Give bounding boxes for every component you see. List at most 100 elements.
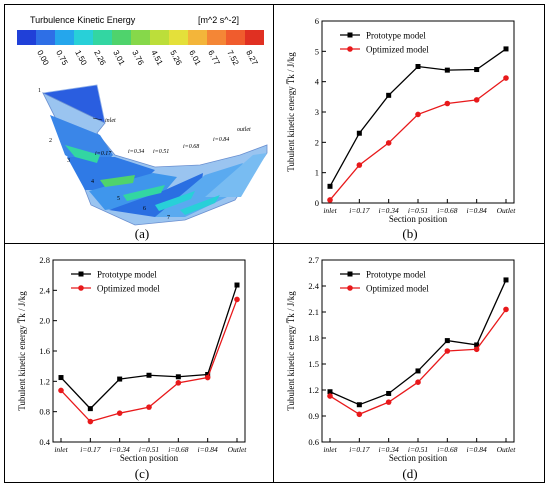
y-tick-label: 0.6 xyxy=(308,437,319,447)
y-tick-label: 4 xyxy=(315,77,320,87)
colorbar-swatch xyxy=(93,30,112,45)
x-tick-label: i=0.17 xyxy=(349,445,370,454)
data-point xyxy=(503,75,509,81)
colorbar-swatch xyxy=(55,30,74,45)
x-tick-label: i=0.68 xyxy=(437,206,458,215)
x-tick-label: i=0.84 xyxy=(198,445,219,454)
colorbar-swatch xyxy=(188,30,207,45)
panel-a: Turbulence Kinetic Energy [m^2 s^-2] 0.0… xyxy=(5,5,273,243)
colorbar-tick-label: 5.26 xyxy=(168,49,184,67)
panel-b: 0 1 2 3 4 5 6 inlet i=0.17 i=0.34 i=0.51 i=0.68 i=0.… xyxy=(274,5,544,243)
data-point xyxy=(415,368,421,374)
contour-unit: [m^2 s^-2] xyxy=(198,15,239,25)
contour-figure: Turbulence Kinetic Energy [m^2 s^-2] 0.0… xyxy=(17,15,268,226)
y-tick-label: 0.8 xyxy=(39,407,50,417)
horizontal-divider xyxy=(4,243,545,244)
data-point xyxy=(385,140,392,146)
panel-c: 0.4 0.8 1.2 1.6 2.0 2.4 2.8 inlet i=0.17 i=0.34 i=… xyxy=(5,244,273,482)
legend-label: Prototype model xyxy=(366,270,426,280)
x-tick-label: i=0.34 xyxy=(110,445,131,454)
data-point xyxy=(87,406,93,412)
y-tick-label: 1 xyxy=(315,168,319,178)
colorbar-tick-label: 6.01 xyxy=(187,49,203,67)
y-axis-label: Tubulent kinetic energy T̅k / J/kg xyxy=(17,291,27,411)
data-point xyxy=(415,379,421,385)
chart-d: 0.6 0.9 1.2 1.5 1.8 2.1 2.4 2.7 inlet i=0.17 i=0.3… xyxy=(286,255,516,463)
y-tick-label: 2 xyxy=(315,137,319,147)
data-point xyxy=(444,348,451,354)
blade-number: 6 xyxy=(143,206,146,212)
colorbar-swatch xyxy=(245,30,264,45)
x-tick-label: i=0.51 xyxy=(408,206,428,215)
y-tick-label: 6 xyxy=(315,16,319,26)
data-point xyxy=(58,387,64,394)
data-point xyxy=(415,64,421,69)
contour-colorbar xyxy=(17,30,264,45)
data-point xyxy=(117,376,123,382)
series-line xyxy=(329,48,507,187)
colorbar-tick-label: 0.75 xyxy=(54,49,70,67)
legend-marker xyxy=(78,285,84,291)
data-point xyxy=(146,372,152,378)
x-tick-label: i=0.84 xyxy=(467,206,488,215)
data-point xyxy=(327,393,333,399)
data-point xyxy=(444,67,450,73)
blade-number: 1 xyxy=(38,88,41,94)
data-point xyxy=(356,130,362,136)
section-label: i=0.34 xyxy=(128,148,144,155)
legend-label: Prototype model xyxy=(97,270,157,280)
x-axis-label: Section position xyxy=(389,214,448,224)
data-point xyxy=(327,197,333,203)
data-point xyxy=(175,374,181,380)
y-tick-label: 2.1 xyxy=(308,307,319,317)
y-tick-label: 0.9 xyxy=(308,411,319,421)
panel-label-a: (a) xyxy=(134,226,150,241)
data-point xyxy=(503,46,509,52)
outlet-label: outlet xyxy=(237,127,251,133)
y-tick-label: 5 xyxy=(315,46,319,56)
data-point xyxy=(356,162,363,168)
x-tick-label: i=0.17 xyxy=(80,445,101,454)
chart-c: 0.4 0.8 1.2 1.6 2.0 2.4 2.8 inlet i=0.17 i=0.34 i=… xyxy=(17,255,248,463)
y-tick-label: 2.0 xyxy=(39,316,50,326)
y-axis-label: Tubulent kinetic energy T̅k / J/kg xyxy=(286,291,296,411)
data-point xyxy=(473,346,480,353)
x-tick-label: inlet xyxy=(323,445,337,454)
data-point xyxy=(327,183,333,189)
colorbar-swatch xyxy=(150,30,169,45)
y-tick-label: 1.2 xyxy=(308,385,319,395)
colorbar-swatch xyxy=(17,30,36,45)
section-label: i=0.17 xyxy=(95,151,112,157)
x-tick-label: i=0.84 xyxy=(467,445,488,454)
blade-number: 7 xyxy=(167,215,170,221)
x-tick-label: i=0.68 xyxy=(168,445,189,454)
y-tick-label: 1.5 xyxy=(308,359,319,369)
series-line xyxy=(60,299,238,423)
data-point xyxy=(204,374,211,381)
y-tick-label: 2.8 xyxy=(39,255,50,265)
data-point xyxy=(415,111,421,118)
legend-label: Optimized model xyxy=(97,284,160,294)
panel-d: 0.6 0.9 1.2 1.5 1.8 2.1 2.4 2.7 inlet i=0.17 i=0.3… xyxy=(274,244,544,482)
y-tick-label: 0 xyxy=(315,198,319,208)
legend-marker xyxy=(78,271,84,277)
data-point xyxy=(205,372,211,378)
colorbar-tick-label: 0.00 xyxy=(35,49,51,67)
x-tick-label: i=0.34 xyxy=(379,445,400,454)
contour-title: Turbulence Kinetic Energy xyxy=(30,15,136,25)
blade-number: 5 xyxy=(117,196,120,202)
legend-label: Optimized model xyxy=(366,45,429,55)
data-point xyxy=(356,402,362,408)
colorbar-tick-label: 6.77 xyxy=(206,49,222,67)
y-tick-label: 2.4 xyxy=(39,285,50,295)
data-point xyxy=(386,390,392,396)
y-tick-label: 1.2 xyxy=(39,376,50,386)
chart-b: 0 1 2 3 4 5 6 inlet i=0.17 i=0.34 i=0.51 i=0.68 i=0.… xyxy=(286,16,516,224)
panel-label-b: (b) xyxy=(402,226,418,241)
data-point xyxy=(234,296,240,303)
legend-marker xyxy=(347,285,353,291)
data-point xyxy=(444,100,451,107)
colorbar-swatch xyxy=(36,30,55,45)
x-tick-label: Outlet xyxy=(228,445,248,454)
y-tick-label: 1.8 xyxy=(308,333,319,343)
